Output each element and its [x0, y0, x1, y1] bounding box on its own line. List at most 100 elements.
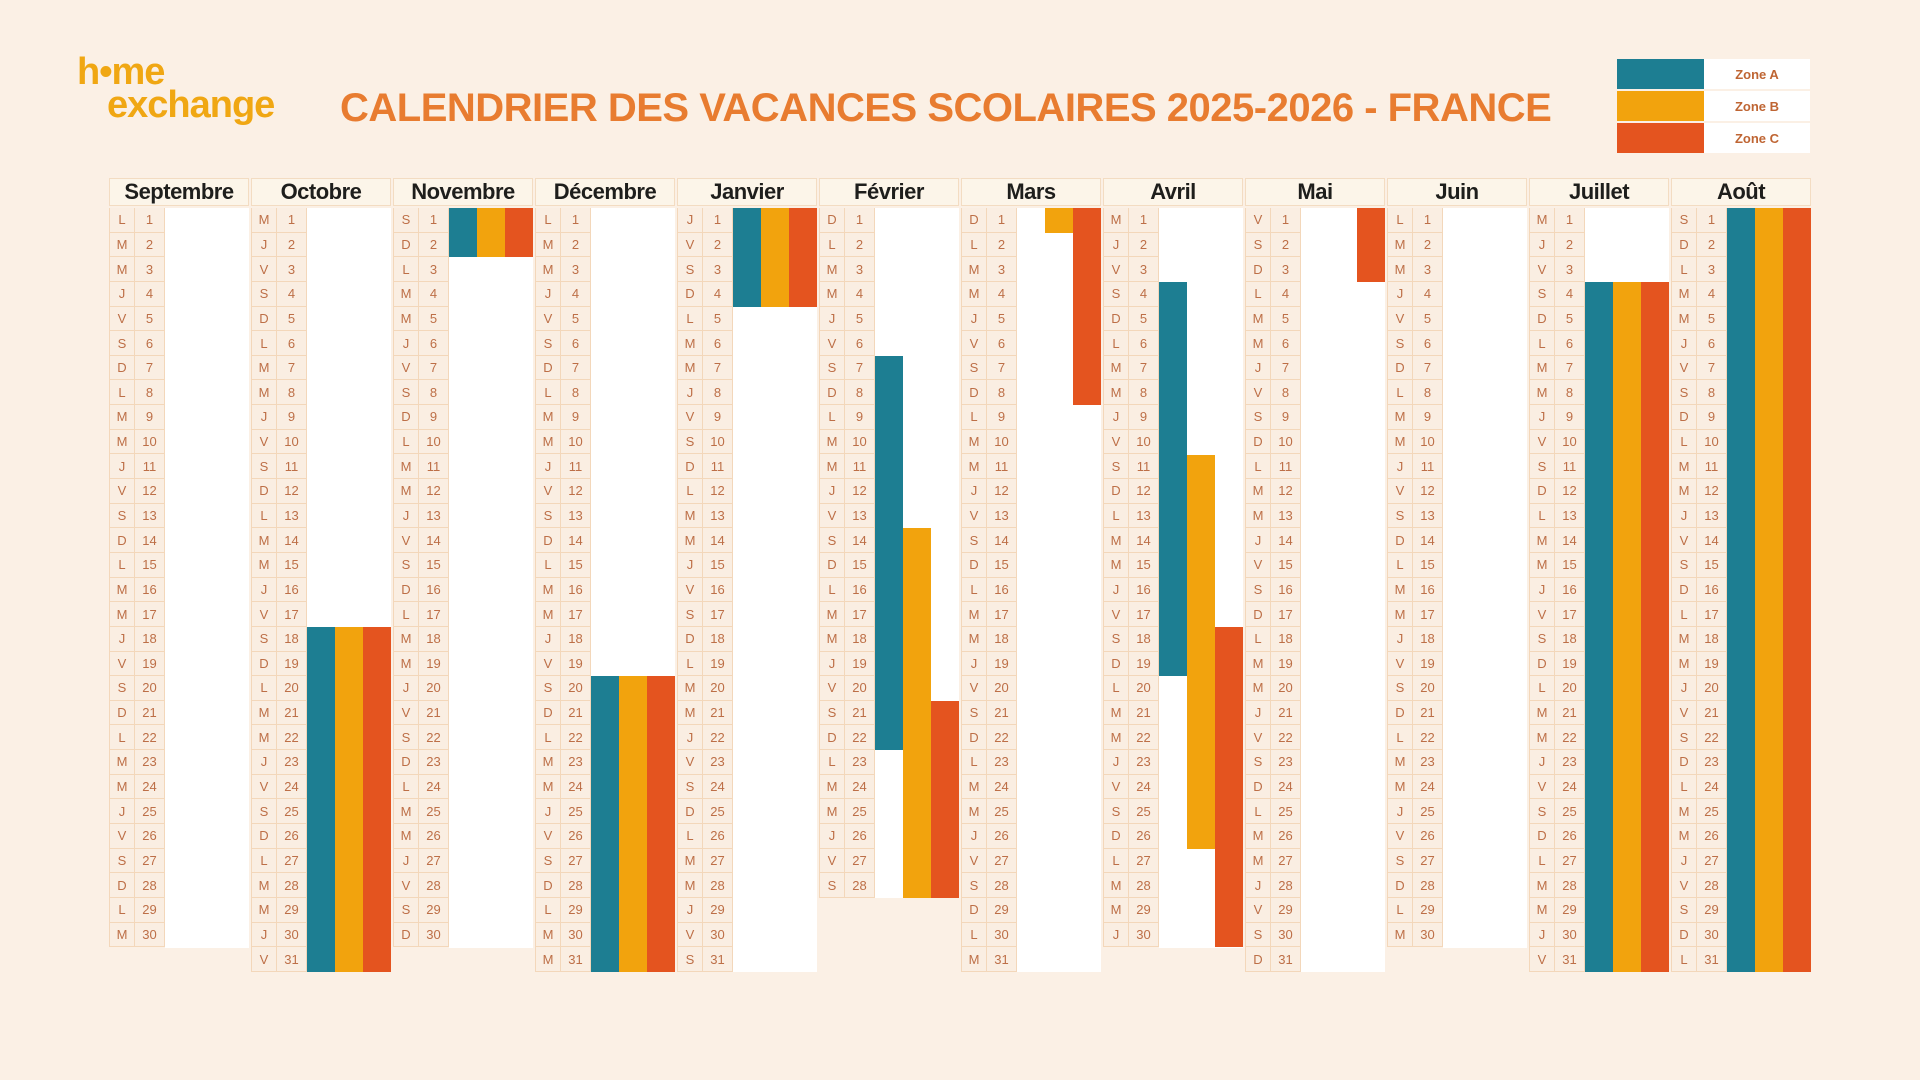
weekday-letter-cell: M	[1245, 676, 1271, 701]
weekday-letter-cell: J	[251, 232, 277, 258]
day-row: L 27	[1103, 848, 1243, 874]
day-number-cell: 28	[987, 873, 1017, 898]
day-row: V 28	[393, 873, 533, 898]
weekday-letter-cell: M	[819, 799, 845, 825]
weekday-letter-cell: S	[1671, 725, 1697, 751]
vacation-bar-zone-b	[1187, 454, 1215, 849]
day-number-cell: 11	[135, 454, 165, 480]
weekday-letter-cell: V	[677, 750, 703, 775]
day-number-cell: 26	[845, 824, 875, 849]
day-number-cell: 17	[1697, 602, 1727, 627]
day-row: D 28	[1387, 873, 1527, 898]
weekday-letter-cell: M	[535, 774, 561, 800]
day-row: J 26	[961, 824, 1101, 849]
vacation-bar-zone-a	[591, 676, 619, 973]
weekday-letter-cell: L	[535, 725, 561, 751]
day-row: J 25	[109, 799, 249, 825]
day-row: D 22	[961, 725, 1101, 751]
day-number-cell: 5	[419, 306, 449, 332]
day-number-cell: 4	[277, 281, 307, 307]
day-number-cell: 6	[987, 331, 1017, 356]
day-row: M 29	[1103, 897, 1243, 923]
day-row: J 22	[677, 725, 817, 751]
zone-b-label: Zone B	[1704, 91, 1810, 121]
day-row: M 30	[1387, 922, 1527, 948]
day-number-cell: 3	[1129, 257, 1159, 282]
weekday-letter-cell: V	[393, 873, 419, 898]
weekday-letter-cell: V	[961, 848, 987, 874]
day-row: S 24	[677, 774, 817, 800]
day-row: L 11	[1245, 454, 1385, 480]
day-row: V 17	[1529, 602, 1669, 627]
day-row: L 16	[819, 577, 959, 603]
day-row: D 31	[1245, 947, 1385, 972]
day-number-cell: 8	[1555, 380, 1585, 406]
day-row: D 19	[1103, 651, 1243, 677]
weekday-letter-cell: J	[1529, 405, 1555, 430]
day-row: D 21	[535, 700, 675, 726]
weekday-letter-cell: D	[109, 355, 135, 381]
weekday-letter-cell: D	[677, 454, 703, 480]
weekday-letter-cell: L	[1529, 503, 1555, 529]
weekday-letter-cell: D	[1387, 355, 1413, 381]
day-row: J 30	[251, 922, 391, 948]
day-number-cell: 16	[1129, 577, 1159, 603]
day-row: V 31	[1529, 947, 1669, 972]
day-number-cell: 19	[277, 651, 307, 677]
weekday-letter-cell: M	[1671, 306, 1697, 332]
day-number-cell: 11	[987, 454, 1017, 480]
weekday-letter-cell: V	[251, 774, 277, 800]
day-row: J 29	[677, 897, 817, 923]
weekday-letter-cell: J	[251, 750, 277, 775]
day-number-cell: 3	[1555, 257, 1585, 282]
weekday-letter-cell: J	[1245, 355, 1271, 381]
weekday-letter-cell: S	[677, 774, 703, 800]
day-row: J 23	[1103, 750, 1243, 775]
month-track	[1443, 208, 1527, 948]
day-number-cell: 16	[987, 577, 1017, 603]
day-number-cell: 29	[1271, 897, 1301, 923]
day-number-cell: 30	[1413, 922, 1443, 948]
day-row: M 20	[677, 676, 817, 701]
day-number-cell: 15	[845, 552, 875, 578]
day-number-cell: 2	[1697, 232, 1727, 258]
month-header: Janvier	[677, 178, 817, 206]
day-row: S 15	[393, 552, 533, 578]
day-number-cell: 3	[1697, 257, 1727, 282]
weekday-letter-cell: V	[109, 651, 135, 677]
day-row: D 29	[961, 897, 1101, 923]
weekday-letter-cell: D	[1529, 824, 1555, 849]
weekday-letter-cell: J	[961, 824, 987, 849]
day-row: M 10	[109, 429, 249, 455]
weekday-letter-cell: S	[1387, 331, 1413, 356]
day-row: M 17	[961, 602, 1101, 627]
legend-row-zone-b: Zone B	[1617, 91, 1812, 121]
day-row: S 27	[109, 848, 249, 874]
zone-c-color-swatch	[1617, 123, 1704, 153]
day-row: D 22	[819, 725, 959, 751]
day-row: L 20	[1529, 676, 1669, 701]
day-number-cell: 20	[419, 676, 449, 701]
day-row: L 20	[1103, 676, 1243, 701]
day-row: V 19	[1387, 651, 1527, 677]
day-number-cell: 31	[1697, 947, 1727, 972]
day-number-cell: 10	[1413, 429, 1443, 455]
weekday-letter-cell: M	[1529, 355, 1555, 381]
day-row: J 12	[961, 479, 1101, 504]
day-number-cell: 26	[277, 824, 307, 849]
day-row: L 10	[1671, 429, 1811, 455]
weekday-letter-cell: M	[251, 355, 277, 381]
weekday-letter-cell: V	[535, 479, 561, 504]
day-number-cell: 6	[135, 331, 165, 356]
weekday-letter-cell: J	[1671, 676, 1697, 701]
